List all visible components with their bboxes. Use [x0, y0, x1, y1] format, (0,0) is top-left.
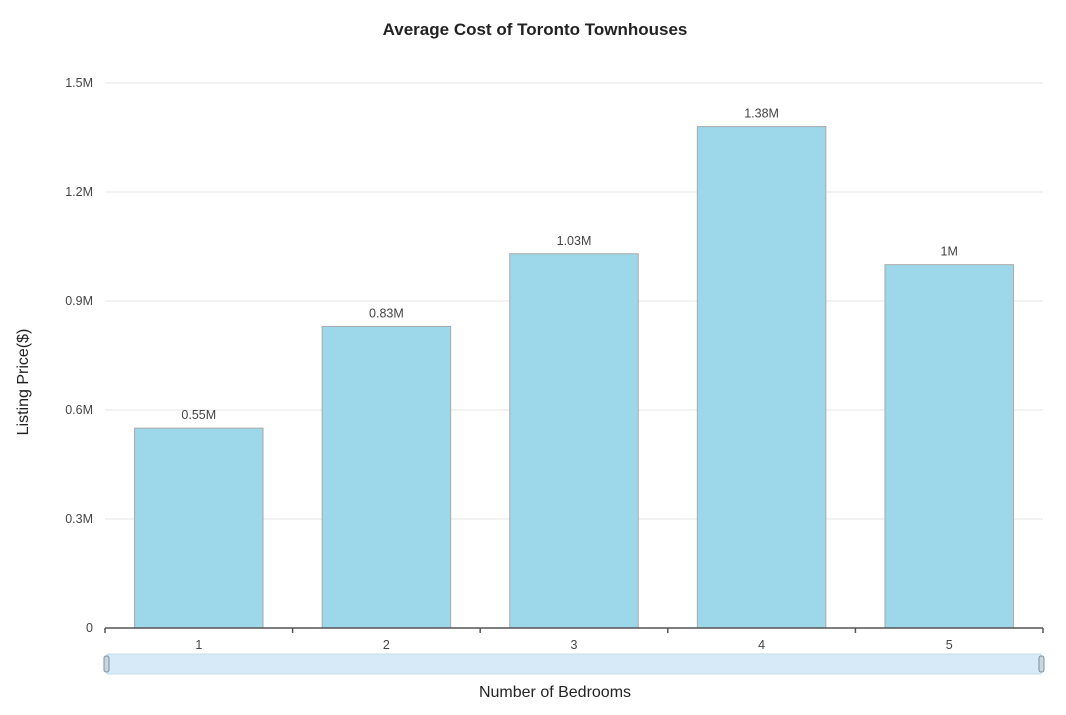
bar-5[interactable] — [884, 264, 1014, 629]
data-labels: 0.55M 0.83M 1.03M 1.38M 1M — [181, 107, 957, 423]
bar-2[interactable] — [321, 325, 452, 629]
x-tick-label: 1 — [195, 638, 202, 652]
y-tick-label: 0 — [86, 621, 93, 635]
data-label-3: 1.03M — [557, 234, 592, 248]
x-tick-label: 5 — [946, 638, 953, 652]
axes: 0 0.3M 0.6M 0.9M 1.2M 1.5M 1 2 3 4 5 — [65, 76, 1044, 652]
scrollbar-left-handle[interactable] — [103, 655, 110, 673]
y-tick-label: 1.2M — [65, 185, 93, 199]
bar-4[interactable] — [696, 126, 827, 629]
y-tick-label: 0.9M — [65, 294, 93, 308]
y-tick-label: 0.6M — [65, 403, 93, 417]
x-axis-scrollbar[interactable] — [103, 653, 1045, 675]
y-tick-label: 0.3M — [65, 512, 93, 526]
data-label-5: 1M — [941, 245, 958, 259]
scrollbar-right-handle[interactable] — [1038, 655, 1045, 673]
data-label-1: 0.55M — [181, 408, 216, 422]
x-axis-title: Number of Bedrooms — [479, 684, 631, 701]
data-label-4: 1.38M — [744, 107, 779, 121]
x-tick-label: 3 — [571, 638, 578, 652]
x-tick-label: 4 — [758, 638, 765, 652]
x-tick-label: 2 — [383, 638, 390, 652]
bar-3[interactable] — [509, 253, 639, 629]
y-tick-label: 1.5M — [65, 76, 93, 90]
scrollbar-track[interactable] — [106, 653, 1042, 675]
chart-title: Average Cost of Toronto Townhouses — [383, 20, 688, 39]
bars — [134, 126, 1014, 629]
data-label-2: 0.83M — [369, 306, 404, 320]
bar-1[interactable] — [134, 427, 264, 629]
y-axis-title: Listing Price($) — [15, 329, 32, 436]
